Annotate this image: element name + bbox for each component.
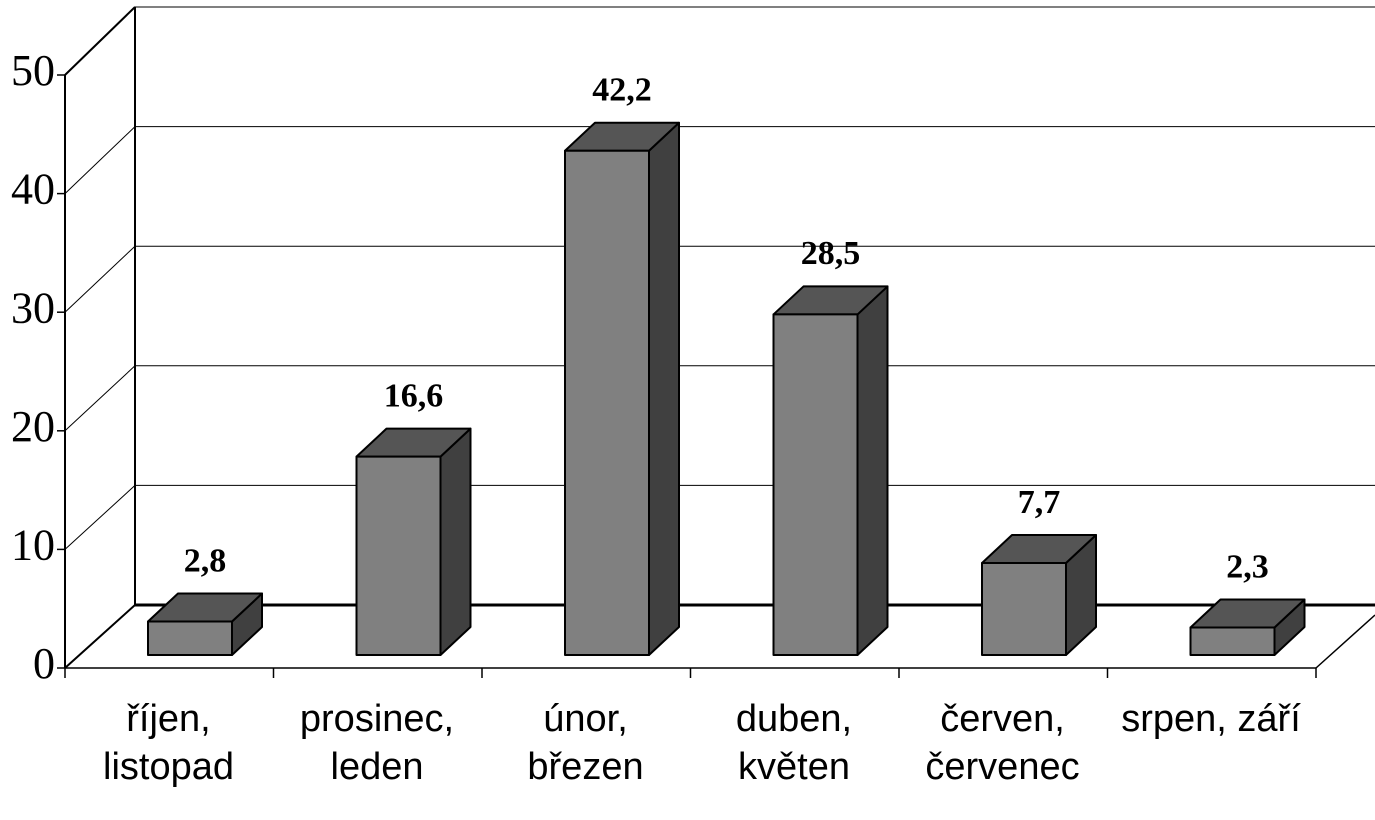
value-label: 16,6 (384, 377, 444, 414)
grid-line-side (64, 365, 136, 432)
y-tick-label: 30 (11, 283, 55, 332)
x-tick-label: srpen, září (1121, 698, 1301, 740)
value-label: 28,5 (801, 235, 861, 272)
value-label: 42,2 (592, 72, 652, 109)
y-tick-label: 20 (11, 402, 55, 451)
bar (564, 149, 650, 657)
x-tick-label: prosinec, leden (299, 698, 455, 788)
x-tick-label: říjen, listopad (103, 698, 234, 788)
y-tick-label: 10 (11, 520, 55, 569)
grid-line-side (64, 126, 136, 194)
y-tick-label: 0 (33, 639, 55, 688)
x-tick-label: duben, květen (735, 698, 853, 788)
bar (147, 620, 233, 656)
floor-left (64, 604, 136, 669)
value-label: 2,3 (1226, 548, 1269, 585)
grid-line-side (64, 485, 136, 550)
grid-line-side (64, 6, 136, 76)
y-tick-label: 50 (11, 46, 55, 95)
floor-right (1315, 614, 1375, 669)
value-label: 7,7 (1018, 484, 1061, 521)
x-tick-label: únor, březen (527, 698, 644, 788)
bar (981, 561, 1067, 656)
x-tick-label: červen, červenec (925, 698, 1080, 788)
bar-side (439, 427, 472, 656)
y-tick-label: 40 (11, 165, 55, 214)
bar-side (856, 285, 889, 656)
bar (1189, 626, 1276, 657)
value-label: 2,8 (184, 542, 227, 579)
bar (355, 455, 442, 656)
bar (772, 313, 859, 656)
grid-line-side (64, 245, 136, 313)
bar-side (648, 121, 680, 656)
